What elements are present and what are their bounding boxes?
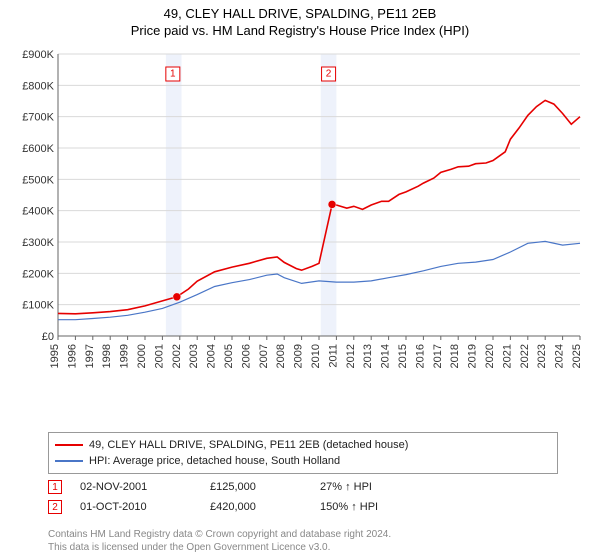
chart-container: 49, CLEY HALL DRIVE, SPALDING, PE11 2EB … [0,0,600,560]
sale-date: 01-OCT-2010 [80,501,210,513]
legend-label: 49, CLEY HALL DRIVE, SPALDING, PE11 2EB … [89,437,408,453]
svg-text:2003: 2003 [188,344,200,368]
svg-text:2013: 2013 [362,344,374,368]
svg-text:£200K: £200K [22,268,54,280]
svg-text:2011: 2011 [327,344,339,368]
sale-pct: 150% ↑ HPI [320,501,568,513]
sale-row: 2 01-OCT-2010 £420,000 150% ↑ HPI [48,500,568,514]
legend-swatch [55,460,83,462]
svg-text:1996: 1996 [66,344,78,368]
svg-text:2007: 2007 [258,344,270,368]
svg-text:£400K: £400K [22,206,54,218]
sale-marker-icon: 1 [48,480,62,494]
legend-label: HPI: Average price, detached house, Sout… [89,453,340,469]
sale-price: £125,000 [210,481,320,493]
svg-text:£900K: £900K [22,49,54,61]
svg-text:2022: 2022 [519,344,531,368]
sales-table: 1 02-NOV-2001 £125,000 27% ↑ HPI 2 01-OC… [48,474,568,514]
svg-text:£800K: £800K [22,80,54,92]
svg-text:2010: 2010 [310,344,322,368]
sale-pct: 27% ↑ HPI [320,481,568,493]
svg-text:2005: 2005 [223,344,235,368]
svg-text:£700K: £700K [22,112,54,124]
svg-text:1998: 1998 [101,344,113,368]
svg-text:2025: 2025 [571,344,583,368]
svg-text:2021: 2021 [501,344,513,368]
legend-item: 49, CLEY HALL DRIVE, SPALDING, PE11 2EB … [55,437,551,453]
svg-text:£300K: £300K [22,237,54,249]
chart-area: £0 £100K £200K £300K £400K £500K £600K £700K £80… [10,46,588,386]
svg-text:2008: 2008 [275,344,287,368]
svg-text:2017: 2017 [432,344,444,368]
title-line2: Price paid vs. HM Land Registry's House … [0,23,600,38]
svg-text:2001: 2001 [153,344,165,368]
svg-text:2015: 2015 [397,344,409,368]
svg-text:2004: 2004 [206,344,218,368]
svg-text:2002: 2002 [171,344,183,368]
svg-text:£500K: £500K [22,174,54,186]
svg-text:2018: 2018 [449,344,461,368]
svg-text:2000: 2000 [136,344,148,368]
svg-text:£600K: £600K [22,143,54,155]
titles: 49, CLEY HALL DRIVE, SPALDING, PE11 2EB … [0,0,600,38]
svg-text:2006: 2006 [240,344,252,368]
svg-text:1997: 1997 [84,344,96,368]
footnote-line: This data is licensed under the Open Gov… [48,541,391,554]
svg-text:2012: 2012 [345,344,357,368]
footnote: Contains HM Land Registry data © Crown c… [48,528,391,554]
legend: 49, CLEY HALL DRIVE, SPALDING, PE11 2EB … [48,432,558,474]
sale-price: £420,000 [210,501,320,513]
svg-text:2009: 2009 [293,344,305,368]
sale-marker-icon: 2 [48,500,62,514]
footnote-line: Contains HM Land Registry data © Crown c… [48,528,391,541]
svg-text:2019: 2019 [467,344,479,368]
svg-text:1995: 1995 [49,344,61,368]
svg-text:2014: 2014 [380,344,392,368]
line-chart: £0 £100K £200K £300K £400K £500K £600K £700K £80… [10,46,588,386]
svg-text:£100K: £100K [22,300,54,312]
svg-text:2024: 2024 [554,344,566,368]
svg-text:2016: 2016 [414,344,426,368]
svg-text:1999: 1999 [119,344,131,368]
svg-text:£0: £0 [42,331,54,343]
svg-text:2023: 2023 [536,344,548,368]
sale-date: 02-NOV-2001 [80,481,210,493]
svg-text:2020: 2020 [484,344,496,368]
sale-row: 1 02-NOV-2001 £125,000 27% ↑ HPI [48,480,568,494]
svg-text:1: 1 [170,69,176,80]
title-line1: 49, CLEY HALL DRIVE, SPALDING, PE11 2EB [0,6,600,21]
legend-swatch [55,444,83,446]
svg-text:2: 2 [326,69,332,80]
legend-item: HPI: Average price, detached house, Sout… [55,453,551,469]
